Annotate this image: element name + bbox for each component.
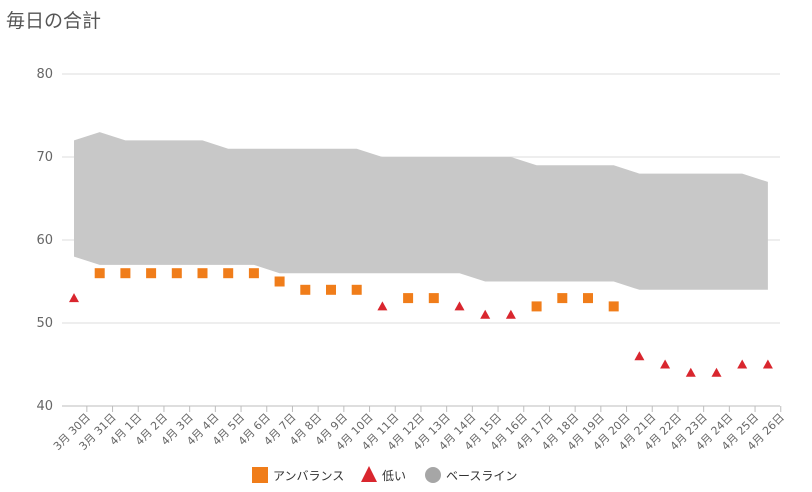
square-point xyxy=(428,293,439,304)
square-point xyxy=(223,268,234,279)
square-point xyxy=(274,276,285,287)
square-point xyxy=(300,284,311,295)
square-point xyxy=(94,268,105,279)
square-point xyxy=(248,268,259,279)
square-point xyxy=(608,301,619,312)
triangle-point xyxy=(69,293,79,303)
legend: アンバランス 低い ベースライン xyxy=(252,466,517,483)
square-point xyxy=(146,268,157,279)
legend-triangle-icon xyxy=(361,466,377,482)
chart-title: 毎日の合計 xyxy=(6,10,102,32)
legend-label: アンバランス xyxy=(273,469,344,483)
square-point xyxy=(531,301,542,312)
square-point xyxy=(326,284,336,295)
square-point xyxy=(583,293,593,304)
legend-circle-icon xyxy=(425,467,441,483)
triangle-point xyxy=(634,351,645,361)
triangle-point xyxy=(660,359,671,369)
triangle-point xyxy=(480,309,491,319)
square-point xyxy=(197,268,208,279)
legend-item: ベースライン xyxy=(425,467,517,483)
legend-label: 低い xyxy=(382,469,406,483)
square-point xyxy=(557,293,568,304)
y-tick-label: 50 xyxy=(36,316,53,331)
y-tick-label: 70 xyxy=(36,150,53,165)
square-point xyxy=(120,268,131,279)
square-point xyxy=(351,284,362,295)
y-tick-label: 60 xyxy=(36,233,53,248)
legend-item: 低い xyxy=(361,466,406,483)
triangle-point xyxy=(377,301,388,311)
square-point xyxy=(403,293,414,304)
triangle-point xyxy=(685,367,696,377)
legend-item: アンバランス xyxy=(252,467,344,483)
triangle-point xyxy=(737,359,748,369)
baseline-band xyxy=(74,132,768,290)
y-tick-label: 40 xyxy=(36,399,53,414)
triangle-point xyxy=(711,367,722,377)
legend-label: ベースライン xyxy=(446,469,517,483)
baseline-band-area xyxy=(74,132,768,290)
triangle-point xyxy=(454,301,465,311)
triangle-point xyxy=(762,359,773,369)
legend-square-icon xyxy=(252,467,268,483)
square-point xyxy=(171,268,182,279)
data-marks xyxy=(69,268,773,377)
triangle-point xyxy=(505,309,516,319)
y-tick-label: 80 xyxy=(36,67,53,82)
